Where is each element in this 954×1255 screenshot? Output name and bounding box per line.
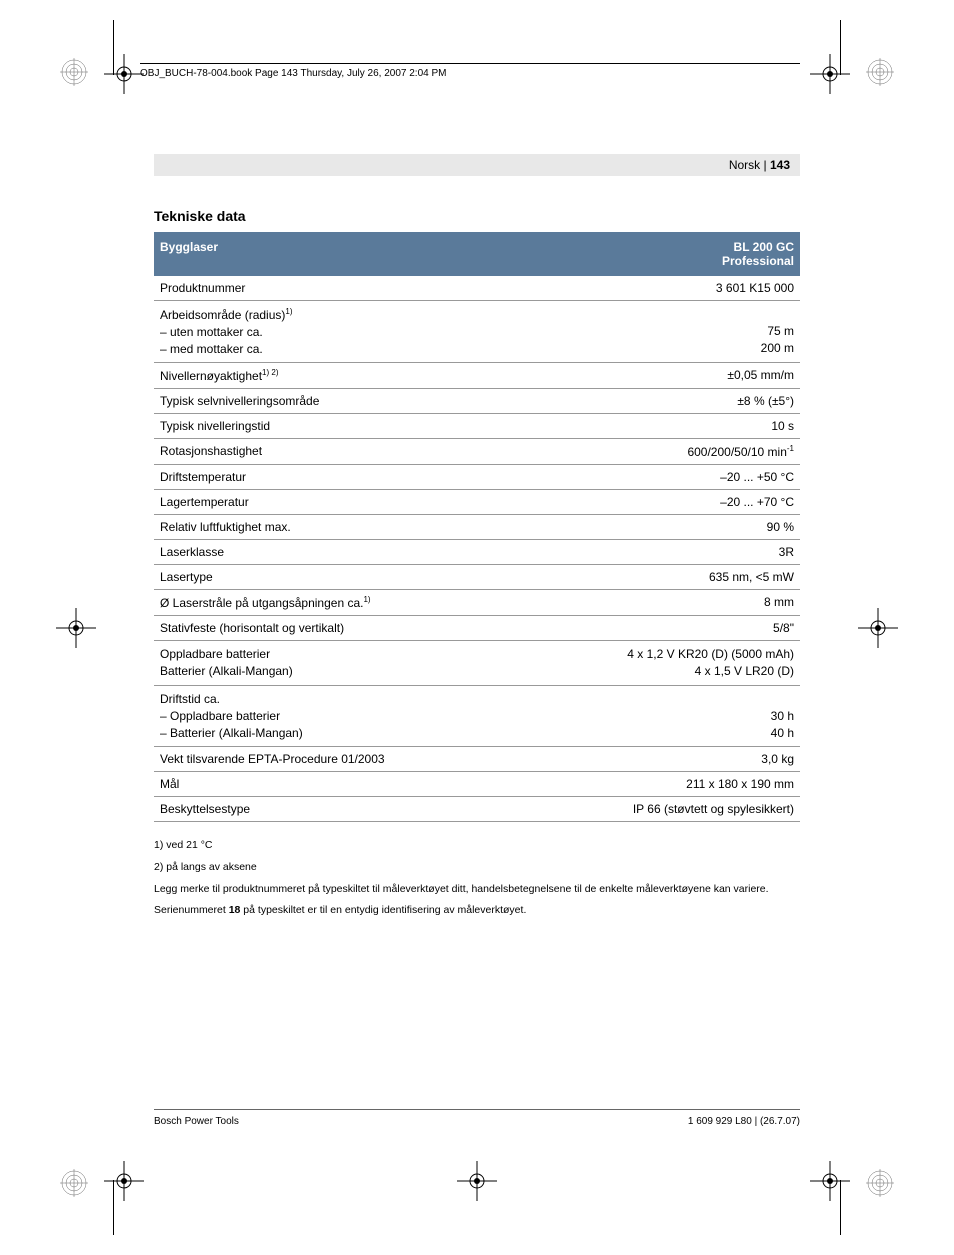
row-label: Typisk nivelleringstid [154, 414, 529, 439]
row-value: –20 ... +50 °C [529, 465, 800, 490]
row-value: 90 % [529, 515, 800, 540]
row-value: 211 x 180 x 190 mm [529, 772, 800, 797]
table-row: Oppladbare batterierBatterier (Alkali-Ma… [154, 641, 800, 686]
table-row: Arbeidsområde (radius)1)– uten mottaker … [154, 301, 800, 363]
note-line: 2) på langs av aksene [154, 860, 800, 876]
row-label: Produktnummer [154, 276, 529, 301]
table-row: Lagertemperatur–20 ... +70 °C [154, 490, 800, 515]
spec-table: Bygglaser BL 200 GCProfessional Produktn… [154, 232, 800, 822]
row-value: 10 s [529, 414, 800, 439]
row-label: Driftstemperatur [154, 465, 529, 490]
row-label: Beskyttelsestype [154, 797, 529, 822]
table-row: BeskyttelsestypeIP 66 (støvtett og spyle… [154, 797, 800, 822]
crosshair-tl [104, 54, 144, 94]
row-label: Stativfeste (horisontalt og vertikalt) [154, 616, 529, 641]
table-row: Typisk nivelleringstid10 s [154, 414, 800, 439]
crosshair-bl [104, 1161, 144, 1201]
page-sep: | [760, 158, 770, 172]
table-header-row: Bygglaser BL 200 GCProfessional [154, 232, 800, 276]
row-value: 75 m200 m [529, 301, 800, 363]
page-lang: Norsk [729, 158, 760, 172]
reg-mark-bl [60, 1169, 88, 1197]
table-row: Mål211 x 180 x 190 mm [154, 772, 800, 797]
notes-block: 1) ved 21 °C 2) på langs av aksene Legg me… [154, 838, 800, 925]
row-value: 4 x 1,2 V KR20 (D) (5000 mAh)4 x 1,5 V L… [529, 641, 800, 686]
row-label: Typisk selvnivelleringsområde [154, 389, 529, 414]
table-row: Driftstemperatur–20 ... +50 °C [154, 465, 800, 490]
crop-line-bl [113, 1180, 114, 1235]
crosshair-tr [810, 54, 850, 94]
note-line: 1) ved 21 °C [154, 838, 800, 854]
table-row: Typisk selvnivelleringsområde±8 % (±5°) [154, 389, 800, 414]
reg-mark-tr [866, 58, 894, 86]
reg-mark-tl [60, 58, 88, 86]
row-value: ±0,05 mm/m [529, 363, 800, 389]
crosshair-left [56, 608, 96, 648]
crosshair-bottom [457, 1161, 497, 1201]
row-value: 3,0 kg [529, 747, 800, 772]
table-row: Rotasjonshastighet600/200/50/10 min-1 [154, 439, 800, 465]
page-header: Norsk | 143 [154, 154, 800, 176]
footer-divider [154, 1109, 800, 1110]
note-line: Serienummeret 18 på typeskiltet er til e… [154, 903, 800, 919]
reg-mark-br [866, 1169, 894, 1197]
row-label: Ø Laserstråle på utgangsåpningen ca.1) [154, 590, 529, 616]
row-value: 5/8" [529, 616, 800, 641]
table-row: Laserklasse3R [154, 540, 800, 565]
row-label: Oppladbare batterierBatterier (Alkali-Ma… [154, 641, 529, 686]
table-header-left: Bygglaser [154, 232, 529, 276]
footer-right: 1 609 929 L80 | (26.7.07) [688, 1116, 800, 1127]
row-value: –20 ... +70 °C [529, 490, 800, 515]
table-row: Driftstid ca.– Oppladbare batterier– Bat… [154, 685, 800, 746]
row-label: Relativ luftfuktighet max. [154, 515, 529, 540]
row-value: 600/200/50/10 min-1 [529, 439, 800, 465]
row-label: Lagertemperatur [154, 490, 529, 515]
row-value: 30 h40 h [529, 685, 800, 746]
crop-line-brv [840, 1180, 841, 1235]
table-row: Ø Laserstråle på utgangsåpningen ca.1)8 … [154, 590, 800, 616]
row-label: Arbeidsområde (radius)1)– uten mottaker … [154, 301, 529, 363]
table-row: Lasertype635 nm, <5 mW [154, 565, 800, 590]
table-row: Nivellernøyaktighet1) 2)±0,05 mm/m [154, 363, 800, 389]
row-label: Vekt tilsvarende EPTA-Procedure 01/2003 [154, 747, 529, 772]
row-label: Nivellernøyaktighet1) 2) [154, 363, 529, 389]
crop-line-tl [113, 20, 114, 75]
row-label: Driftstid ca.– Oppladbare batterier– Bat… [154, 685, 529, 746]
crosshair-br [810, 1161, 850, 1201]
row-label: Lasertype [154, 565, 529, 590]
row-label: Mål [154, 772, 529, 797]
row-value: 635 nm, <5 mW [529, 565, 800, 590]
table-row: Stativfeste (horisontalt og vertikalt)5/… [154, 616, 800, 641]
crop-line-tr [840, 20, 841, 75]
row-value: 3 601 K15 000 [529, 276, 800, 301]
row-label: Rotasjonshastighet [154, 439, 529, 465]
table-header-right: BL 200 GCProfessional [529, 232, 800, 276]
table-row: Relativ luftfuktighet max.90 % [154, 515, 800, 540]
note-line: Legg merke til produktnummeret på typesk… [154, 882, 800, 898]
page-number: 143 [770, 158, 790, 172]
row-label: Laserklasse [154, 540, 529, 565]
row-value: 3R [529, 540, 800, 565]
footer-left: Bosch Power Tools [154, 1116, 239, 1127]
header-stamp: OBJ_BUCH-78-004.book Page 143 Thursday, … [140, 63, 800, 79]
table-row: Produktnummer3 601 K15 000 [154, 276, 800, 301]
header-stamp-text: OBJ_BUCH-78-004.book Page 143 Thursday, … [140, 68, 446, 79]
section-title: Tekniske data [154, 208, 246, 224]
crosshair-right [858, 608, 898, 648]
row-value: 8 mm [529, 590, 800, 616]
row-value: IP 66 (støvtett og spylesikkert) [529, 797, 800, 822]
table-row: Vekt tilsvarende EPTA-Procedure 01/20033… [154, 747, 800, 772]
row-value: ±8 % (±5°) [529, 389, 800, 414]
